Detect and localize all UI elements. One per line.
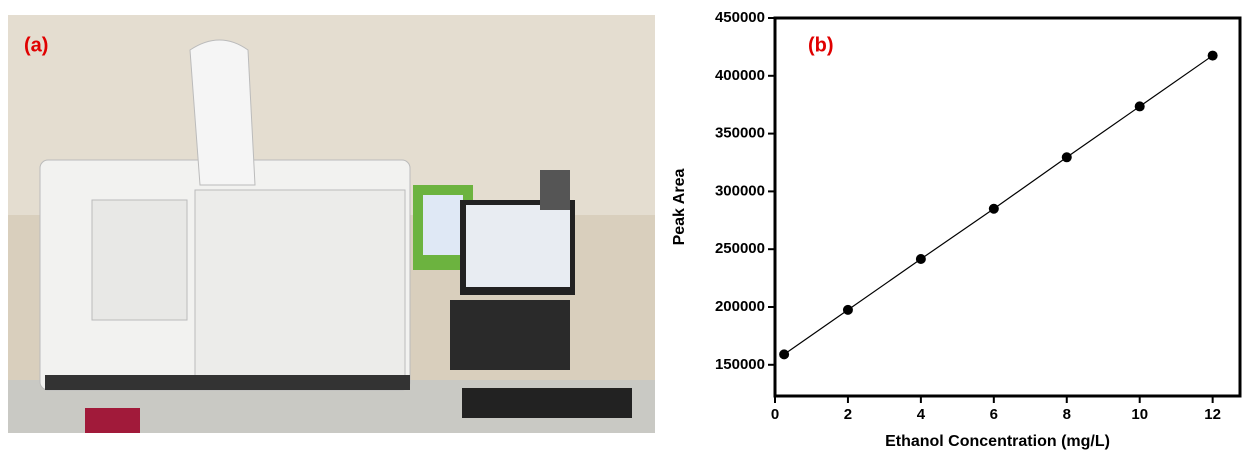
data-point (1135, 101, 1145, 111)
plot-frame (775, 18, 1240, 396)
data-point (989, 204, 999, 214)
y-tick-label: 200000 (715, 298, 765, 315)
x-tick-label: 6 (990, 406, 998, 423)
y-tick-label: 400000 (715, 67, 765, 84)
data-point (1062, 152, 1072, 162)
data-point (843, 305, 853, 315)
x-tick-label: 8 (1063, 406, 1071, 423)
figure: (a) 150000 200000 250000 300000 350000 400000… (0, 0, 1243, 456)
y-tick-label: 150000 (715, 356, 765, 373)
x-tick-label: 4 (917, 406, 926, 423)
data-point (916, 254, 926, 264)
panel-label: (a) (24, 34, 48, 56)
panel-label: (b) (808, 34, 834, 56)
x-tick-label: 10 (1131, 406, 1148, 423)
y-tick-label: 450000 (715, 9, 765, 26)
x-tick-label: 2 (844, 406, 852, 423)
x-tick-label: 0 (771, 406, 779, 423)
chart: 150000 200000 250000 300000 350000 400000 4500… (671, 9, 1240, 450)
y-axis-title: Peak Area (671, 169, 688, 246)
x-axis-title: Ethanol Concentration (mg/L) (885, 433, 1110, 450)
data-point (779, 349, 789, 359)
x-tick-label: 12 (1204, 406, 1221, 423)
photo: (a) (8, 15, 655, 433)
y-tick-label: 350000 (715, 125, 765, 142)
y-tick-label: 250000 (715, 240, 765, 257)
data-point (1208, 51, 1218, 61)
y-tick-label: 300000 (715, 182, 765, 199)
